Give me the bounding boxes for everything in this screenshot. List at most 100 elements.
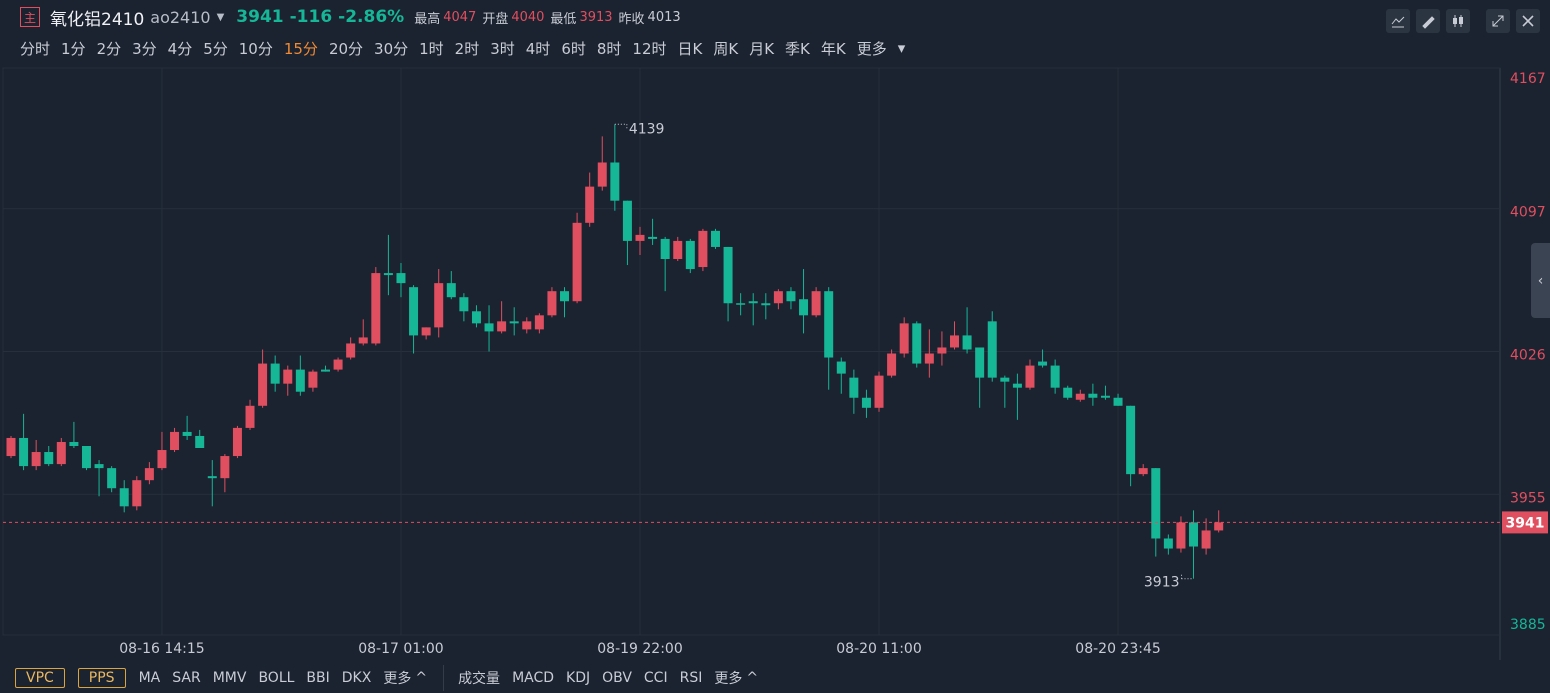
pen-tool[interactable]: [1416, 9, 1440, 33]
period-tab[interactable]: 15分: [283, 39, 318, 58]
y-tick-label: 3885: [1510, 617, 1546, 633]
candle-body: [446, 283, 456, 298]
indicator[interactable]: MMV: [212, 670, 247, 686]
period-tab[interactable]: 30分: [374, 39, 409, 58]
period-tab[interactable]: 周K: [713, 39, 739, 58]
candle-body: [534, 315, 544, 330]
y-tick-label: 3955: [1510, 490, 1546, 506]
candle-body: [1126, 405, 1136, 475]
candle-body: [258, 363, 268, 406]
candle-body: [673, 240, 683, 260]
period-tab[interactable]: 1时: [419, 39, 444, 58]
period-tab[interactable]: 2时: [454, 39, 480, 58]
candle-body: [899, 323, 909, 354]
period-tab[interactable]: 20分: [328, 39, 364, 58]
period-tab[interactable]: 8时: [596, 39, 622, 58]
indicator[interactable]: BOLL: [258, 670, 295, 686]
candle-body: [723, 246, 733, 304]
main-icon[interactable]: 主: [20, 7, 40, 27]
period-tab[interactable]: 分时: [20, 39, 51, 58]
candle-body: [44, 452, 54, 465]
candle-body: [799, 299, 809, 316]
candle-body: [597, 162, 607, 187]
candle-body: [170, 431, 180, 451]
candle-body: [421, 327, 431, 336]
period-tab[interactable]: 3时: [490, 39, 515, 58]
instrument-code[interactable]: ao2410: [150, 7, 211, 27]
candle-body: [1038, 361, 1048, 366]
candle-body: [824, 291, 834, 358]
candle-body: [648, 236, 658, 239]
dropdown-caret[interactable]: ▼: [216, 11, 225, 23]
period-tab[interactable]: 12时: [632, 39, 667, 58]
candle-body: [1151, 468, 1161, 539]
period-tab[interactable]: 4时: [525, 39, 551, 58]
period-tab[interactable]: 2分: [96, 39, 122, 58]
candle-body: [861, 397, 871, 408]
indicator[interactable]: MACD: [512, 670, 555, 686]
candle-body: [144, 468, 154, 481]
last-price: 3941: [236, 7, 284, 27]
indicator[interactable]: DKX: [341, 670, 372, 686]
candle-body: [975, 347, 985, 378]
candle-body: [811, 291, 821, 316]
candle-body: [924, 353, 934, 364]
indicator[interactable]: OBV: [602, 670, 632, 686]
period-tab[interactable]: 3分: [132, 39, 157, 58]
candle-body: [547, 291, 557, 316]
change: -116: [289, 7, 333, 27]
indicator[interactable]: 更多: [383, 671, 412, 687]
period-tab[interactable]: 季K: [785, 39, 810, 58]
candle-body: [660, 238, 670, 260]
candle-body: [182, 431, 192, 436]
candle-body: [245, 405, 255, 428]
candle-body: [1163, 538, 1173, 549]
y-tick-label: 4026: [1510, 348, 1546, 364]
expand[interactable]: [1486, 9, 1510, 33]
period-tab[interactable]: 6时: [561, 39, 586, 58]
period-tab[interactable]: 1分: [61, 39, 86, 58]
indicator[interactable]: KDJ: [566, 670, 591, 686]
indicator[interactable]: RSI: [679, 670, 703, 686]
draw-tool[interactable]: [1386, 9, 1410, 33]
icon: [1391, 16, 1405, 28]
caret[interactable]: ^: [746, 670, 759, 686]
x-tick-label: 08-17 01:00: [358, 641, 443, 657]
indicator-toggle[interactable]: PPS: [77, 668, 126, 688]
candle-body: [434, 283, 444, 328]
x-tick-label: 08-20 23:45: [1075, 641, 1160, 657]
period-tab[interactable]: 更多: [856, 39, 887, 58]
period-tab[interactable]: 日K: [677, 39, 703, 58]
candle-body: [1063, 387, 1073, 398]
x-tick-label: 08-19 22:00: [597, 641, 682, 657]
candle-body: [1189, 522, 1199, 547]
period-tab[interactable]: 4分: [167, 39, 193, 58]
period-tab[interactable]: 月K: [749, 39, 775, 58]
candle-body: [1201, 530, 1211, 549]
indicator-toggle[interactable]: VPC: [15, 668, 65, 688]
indicator[interactable]: MA: [138, 670, 161, 686]
period-tab[interactable]: 年K: [820, 39, 846, 58]
candle-body: [1088, 393, 1098, 398]
indicator[interactable]: 更多: [714, 671, 743, 687]
candle-body: [1113, 397, 1123, 406]
side-panel-toggle[interactable]: ‹: [1531, 243, 1550, 318]
close[interactable]: [1516, 9, 1540, 33]
indicator[interactable]: CCI: [643, 670, 668, 686]
candle-body: [585, 186, 595, 223]
caret[interactable]: ^: [415, 670, 428, 686]
candle-body: [912, 323, 922, 364]
dropdown-caret[interactable]: ▾: [897, 39, 906, 57]
indicator[interactable]: SAR: [172, 670, 201, 686]
indicator[interactable]: BBI: [306, 670, 330, 686]
candle-body: [81, 446, 91, 469]
candle-body: [346, 343, 356, 358]
candle-body: [950, 335, 959, 348]
high-annotation: 4139: [629, 121, 665, 137]
candle-body: [987, 321, 997, 378]
indicator[interactable]: 成交量: [458, 671, 501, 687]
period-tab[interactable]: 10分: [238, 39, 273, 58]
candle-style[interactable]: [1446, 9, 1470, 33]
period-tab[interactable]: 5分: [203, 39, 228, 58]
